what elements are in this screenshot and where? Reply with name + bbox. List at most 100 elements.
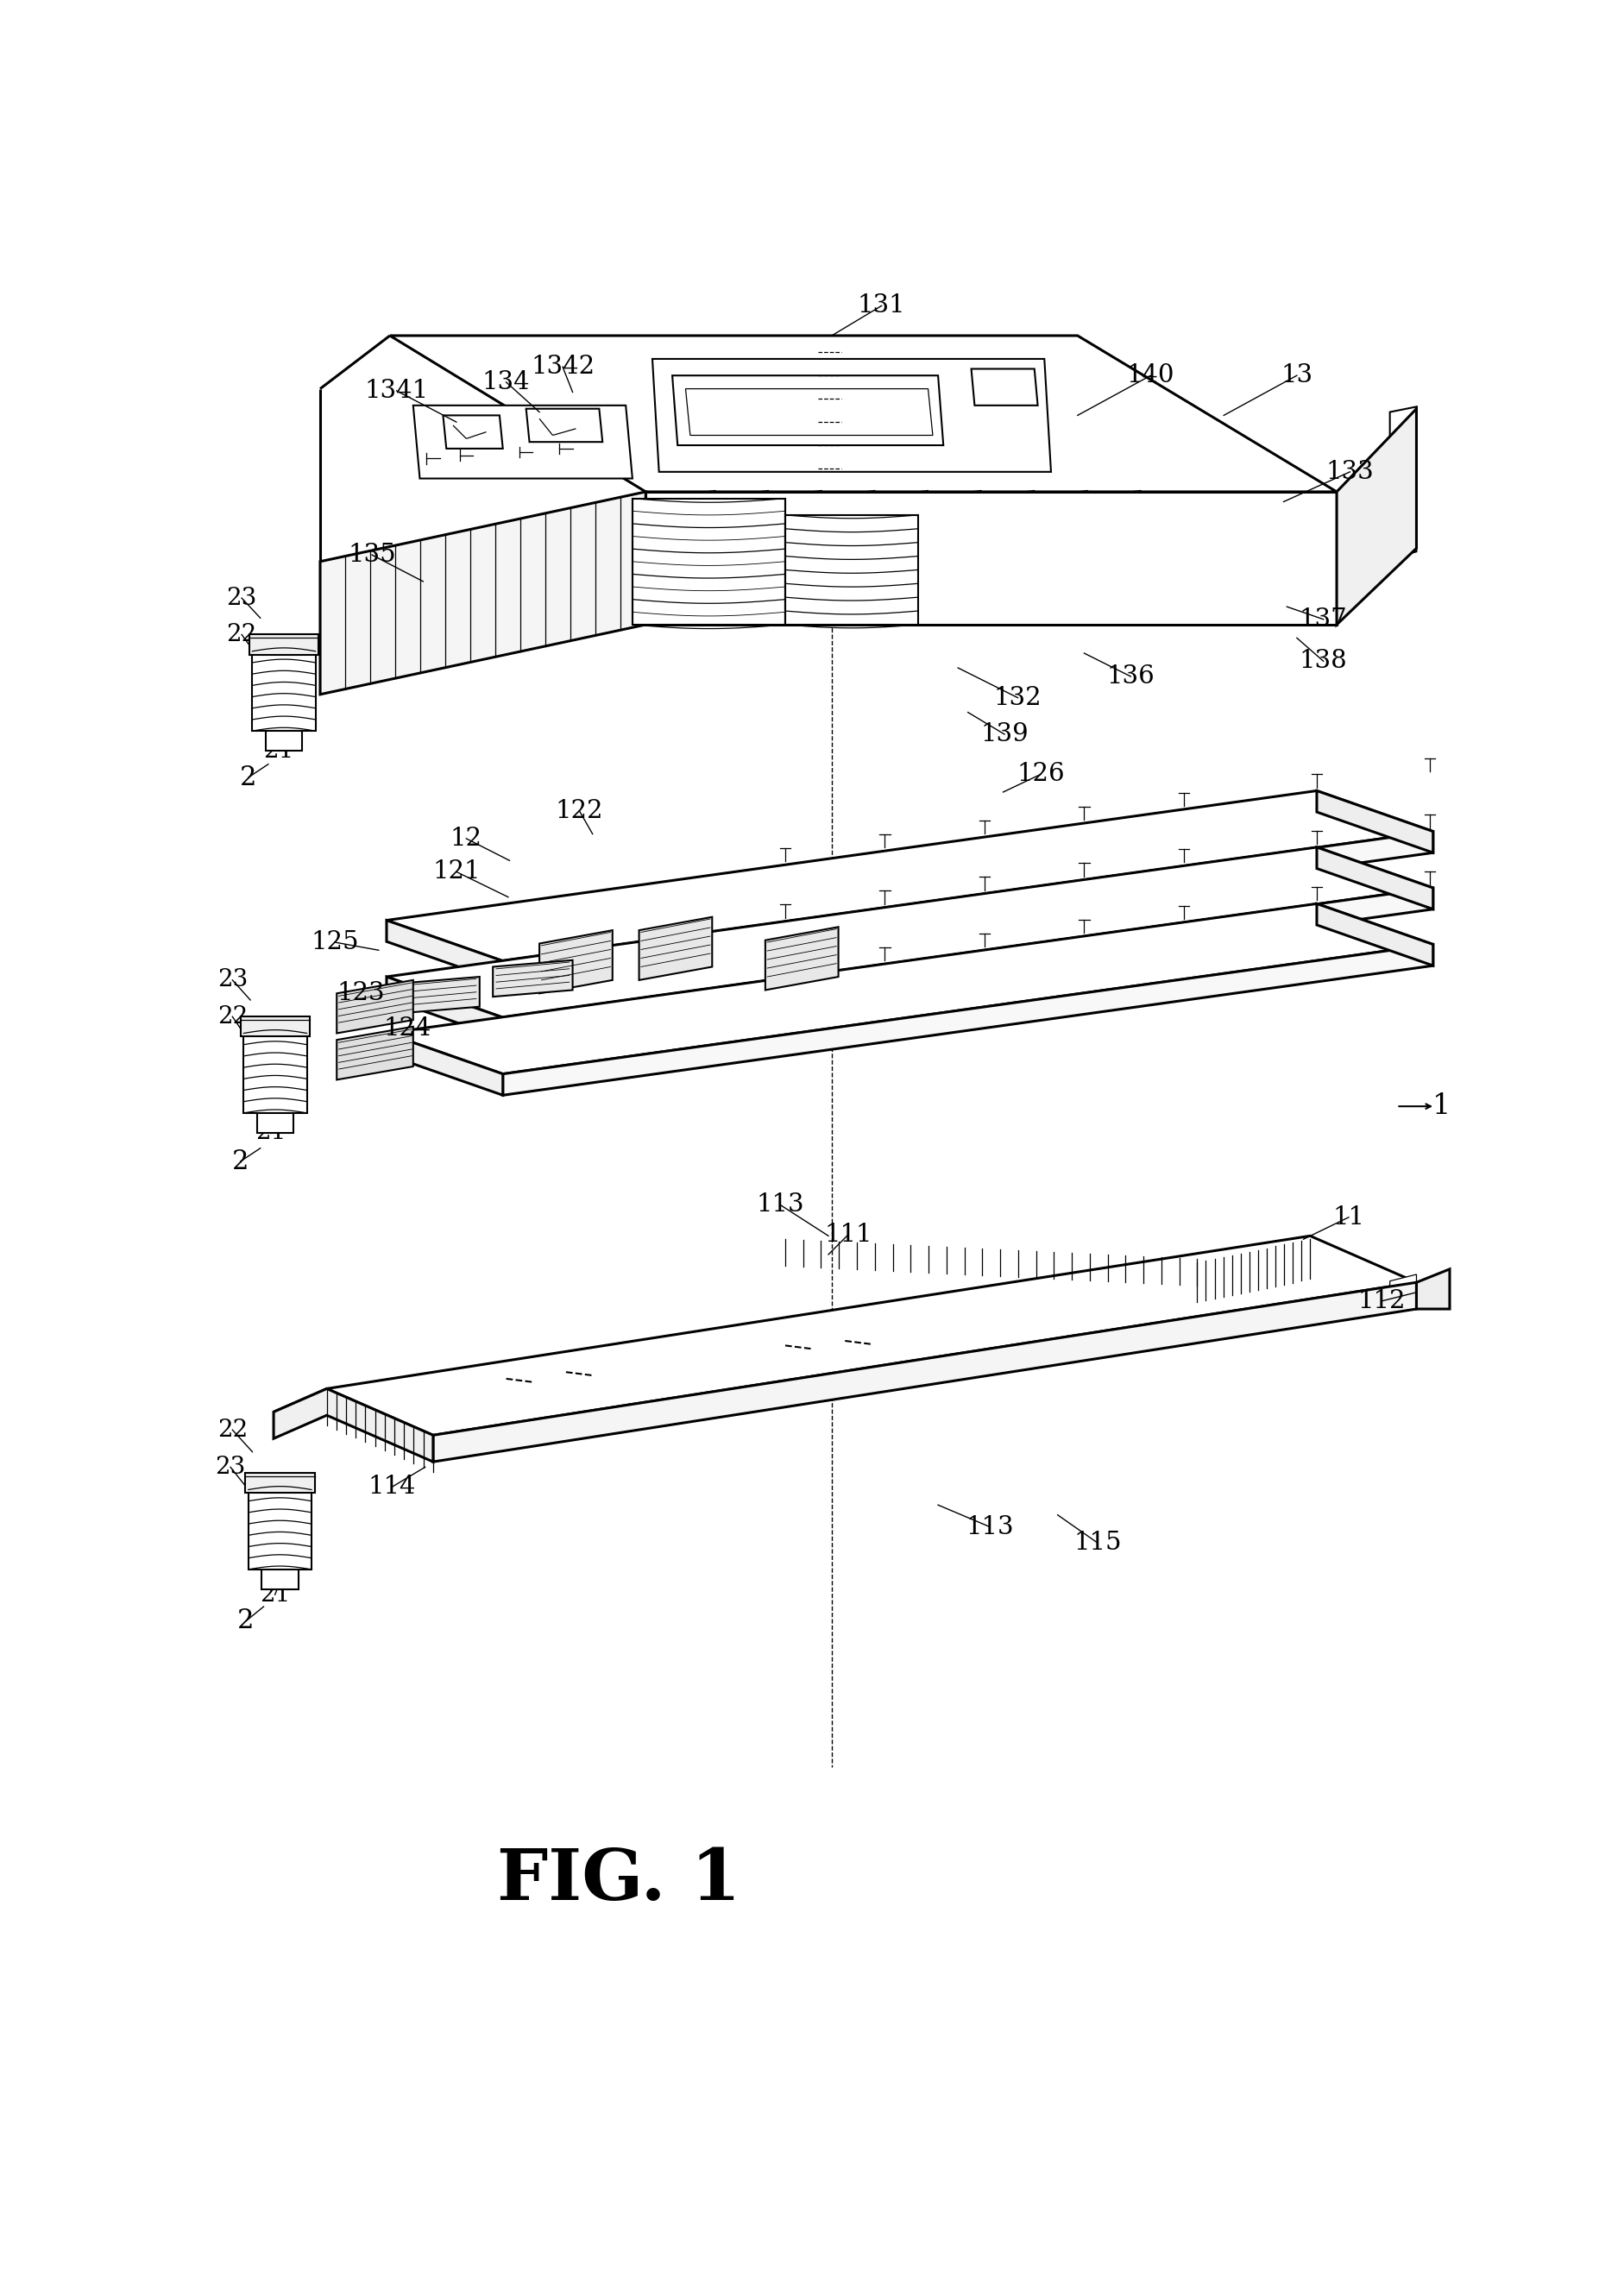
Text: 21: 21 xyxy=(263,740,294,763)
Polygon shape xyxy=(1337,409,1416,625)
Polygon shape xyxy=(492,961,572,997)
Text: 137: 137 xyxy=(1299,606,1346,631)
Text: 139: 139 xyxy=(979,722,1028,747)
Polygon shape xyxy=(672,375,944,445)
Text: 136: 136 xyxy=(1106,665,1155,688)
Polygon shape xyxy=(765,927,838,990)
Polygon shape xyxy=(1389,407,1416,443)
Text: 122: 122 xyxy=(555,799,603,822)
Polygon shape xyxy=(1023,491,1036,504)
Polygon shape xyxy=(387,977,502,1038)
Polygon shape xyxy=(971,368,1038,407)
Text: 21: 21 xyxy=(255,1122,286,1145)
Polygon shape xyxy=(758,491,770,504)
Text: 132: 132 xyxy=(994,686,1041,711)
Text: 22: 22 xyxy=(218,1417,247,1442)
Polygon shape xyxy=(685,388,932,436)
Text: 131: 131 xyxy=(857,293,905,318)
Polygon shape xyxy=(502,945,1432,1095)
Text: 123: 123 xyxy=(338,981,385,1006)
Polygon shape xyxy=(632,497,784,625)
Polygon shape xyxy=(1395,525,1416,556)
Polygon shape xyxy=(248,634,318,654)
Polygon shape xyxy=(326,1235,1416,1435)
Polygon shape xyxy=(265,731,302,752)
Polygon shape xyxy=(864,491,877,504)
Polygon shape xyxy=(387,904,1432,1074)
Text: 133: 133 xyxy=(1325,459,1374,484)
Polygon shape xyxy=(434,1283,1416,1463)
Text: 140: 140 xyxy=(1125,363,1174,388)
Polygon shape xyxy=(502,831,1432,983)
Polygon shape xyxy=(784,516,918,625)
Text: 12: 12 xyxy=(450,827,482,852)
Polygon shape xyxy=(638,917,711,981)
Polygon shape xyxy=(918,491,929,504)
Polygon shape xyxy=(387,1033,502,1095)
Polygon shape xyxy=(320,493,645,695)
Polygon shape xyxy=(1315,904,1432,965)
Polygon shape xyxy=(244,1033,307,1113)
Polygon shape xyxy=(1416,1269,1449,1308)
Polygon shape xyxy=(539,931,612,992)
Text: 138: 138 xyxy=(1299,650,1346,672)
Polygon shape xyxy=(1315,790,1432,852)
Polygon shape xyxy=(971,491,983,504)
Polygon shape xyxy=(261,1569,299,1590)
Text: 121: 121 xyxy=(432,861,481,883)
Polygon shape xyxy=(1315,847,1432,908)
Polygon shape xyxy=(248,1490,312,1569)
Text: 22: 22 xyxy=(218,1006,247,1029)
Polygon shape xyxy=(443,416,502,450)
Polygon shape xyxy=(390,336,1337,493)
Text: 22: 22 xyxy=(226,622,257,647)
Polygon shape xyxy=(387,790,1432,961)
Polygon shape xyxy=(400,977,479,1013)
Polygon shape xyxy=(273,1388,326,1426)
Text: 13: 13 xyxy=(1280,363,1312,388)
Text: 113: 113 xyxy=(965,1515,1013,1540)
Text: 23: 23 xyxy=(218,967,247,992)
Polygon shape xyxy=(911,531,987,604)
Text: 135: 135 xyxy=(348,543,396,568)
Polygon shape xyxy=(1309,522,1324,538)
Polygon shape xyxy=(252,652,315,731)
Polygon shape xyxy=(1130,491,1142,504)
Polygon shape xyxy=(1077,491,1090,504)
Polygon shape xyxy=(336,1026,412,1079)
Polygon shape xyxy=(645,493,1337,625)
Text: 114: 114 xyxy=(367,1474,416,1499)
Text: 23: 23 xyxy=(226,586,257,609)
Polygon shape xyxy=(651,359,1051,472)
Polygon shape xyxy=(387,847,1432,1017)
Polygon shape xyxy=(412,407,632,479)
Text: 2: 2 xyxy=(232,1149,248,1174)
Polygon shape xyxy=(1283,529,1298,545)
Text: 1341: 1341 xyxy=(364,379,429,402)
Text: 23: 23 xyxy=(214,1456,245,1478)
Text: 2: 2 xyxy=(237,1608,253,1635)
Text: 2: 2 xyxy=(240,763,257,790)
Text: FIG. 1: FIG. 1 xyxy=(497,1846,741,1914)
Text: 113: 113 xyxy=(755,1192,804,1217)
Polygon shape xyxy=(812,491,823,504)
Text: 134: 134 xyxy=(482,370,529,395)
Text: 115: 115 xyxy=(1073,1531,1121,1556)
Polygon shape xyxy=(245,1474,315,1492)
Text: 126: 126 xyxy=(1017,763,1064,786)
Polygon shape xyxy=(705,491,718,504)
Text: 112: 112 xyxy=(1358,1290,1405,1313)
Polygon shape xyxy=(273,1388,434,1463)
Polygon shape xyxy=(257,1113,294,1133)
Polygon shape xyxy=(1257,536,1272,552)
Polygon shape xyxy=(526,409,603,443)
Text: 125: 125 xyxy=(310,931,359,954)
Polygon shape xyxy=(387,920,502,983)
Polygon shape xyxy=(336,981,412,1033)
Polygon shape xyxy=(502,888,1432,1038)
Text: 124: 124 xyxy=(383,1017,432,1040)
Polygon shape xyxy=(240,1017,310,1036)
Polygon shape xyxy=(1389,1274,1416,1297)
Text: 21: 21 xyxy=(260,1583,291,1606)
Text: 1342: 1342 xyxy=(531,354,594,379)
